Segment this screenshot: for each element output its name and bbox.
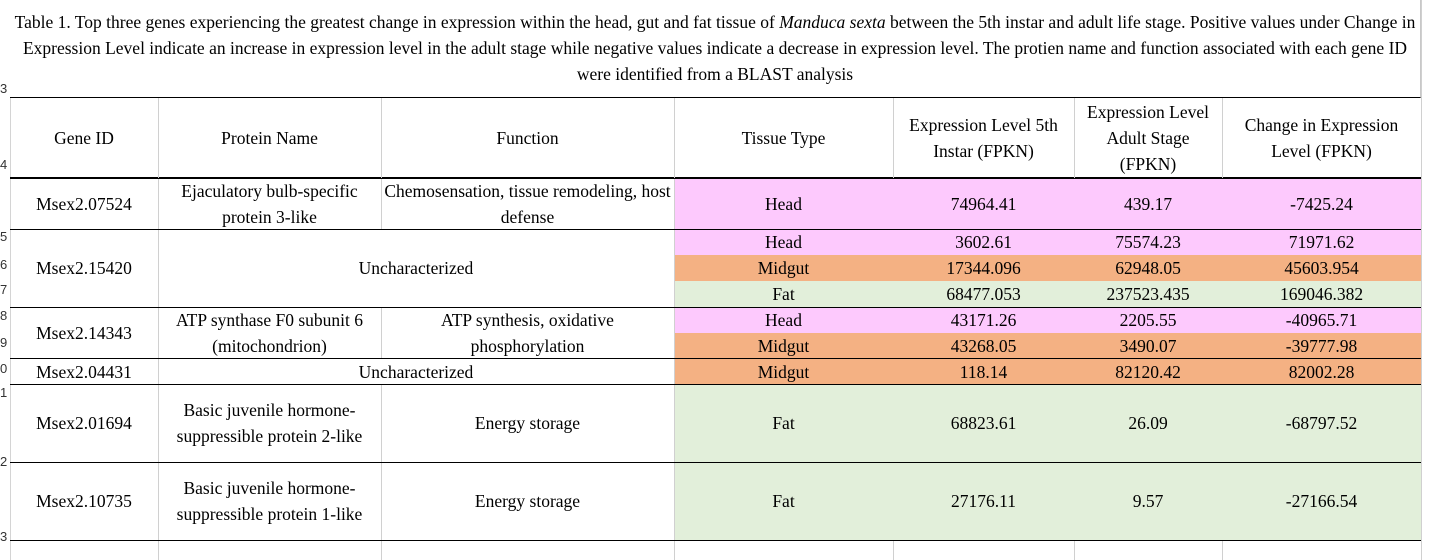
tissue-cell[interactable]: Midgut	[674, 359, 893, 384]
row-marker[interactable]: 6	[0, 258, 8, 272]
caption-text-after: between the 5th instar and adult life st…	[22, 12, 1416, 84]
expr-5th-cell[interactable]: 43268.05	[893, 333, 1074, 359]
expr-adult-cell[interactable]: 439.17	[1074, 178, 1222, 229]
tissue-cell[interactable]: Midgut	[674, 255, 893, 281]
change-cell[interactable]: 169046.382	[1222, 281, 1421, 307]
row-marker[interactable]: 3	[0, 82, 8, 96]
header-function[interactable]: Function	[381, 98, 674, 178]
row-marker[interactable]: 5	[0, 230, 8, 244]
protein-name-cell[interactable]: Basic juvenile hormone-suppressible prot…	[176, 478, 363, 524]
column-divider	[158, 98, 159, 560]
tissue-cell[interactable]: Fat	[674, 462, 893, 540]
expr-adult-cell[interactable]: 62948.05	[1074, 255, 1222, 281]
expr-5th-cell[interactable]: 74964.41	[893, 178, 1074, 229]
row-marker[interactable]: 7	[0, 283, 8, 297]
column-divider	[381, 98, 382, 229]
function-cell[interactable]: Chemosensation, tissue remodeling, host …	[384, 180, 671, 227]
protein-name-cell[interactable]: Ejaculatory bulb-specific protein 3-like	[181, 180, 358, 227]
header-tissue-type[interactable]: Tissue Type	[674, 98, 893, 178]
row-marker[interactable]: 3	[0, 530, 8, 544]
row-marker[interactable]: 9	[0, 336, 8, 350]
change-cell[interactable]: 45603.954	[1222, 255, 1421, 281]
header-gene-id[interactable]: Gene ID	[10, 98, 158, 178]
header-protein-name[interactable]: Protein Name	[158, 98, 381, 178]
change-cell[interactable]: -27166.54	[1222, 462, 1421, 540]
expr-adult-cell[interactable]: 2205.55	[1074, 307, 1222, 333]
change-cell[interactable]: 71971.62	[1222, 229, 1421, 255]
row-border	[10, 178, 1421, 179]
expr-5th-cell[interactable]: 3602.61	[893, 229, 1074, 255]
header-expr-5th[interactable]: Expression Level 5th Instar (FPKN)	[893, 98, 1074, 178]
change-cell[interactable]: -7425.24	[1222, 178, 1421, 229]
column-divider	[1074, 98, 1075, 178]
row-marker[interactable]: 2	[0, 455, 8, 469]
expr-adult-cell[interactable]: 82120.42	[1074, 359, 1222, 384]
protein-name-cell[interactable]: Basic juvenile hormone-suppressible prot…	[176, 400, 363, 446]
function-cell[interactable]: ATP synthesis, oxidative phosphorylation	[441, 310, 614, 356]
tissue-cell[interactable]: Fat	[674, 384, 893, 462]
expr-5th-cell[interactable]: 68823.61	[893, 384, 1074, 462]
change-cell[interactable]: 82002.28	[1222, 359, 1421, 384]
column-divider	[893, 540, 894, 560]
change-cell[interactable]: -68797.52	[1222, 384, 1421, 462]
caption-species: Manduca sexta	[779, 12, 886, 32]
table-caption[interactable]: Table 1. Top three genes experiencing th…	[10, 0, 1421, 98]
expr-adult-cell[interactable]: 26.09	[1074, 384, 1222, 462]
change-cell[interactable]: -40965.71	[1222, 307, 1421, 333]
protein-name-cell[interactable]: Uncharacterized	[358, 258, 474, 278]
row-marker[interactable]: 0	[0, 362, 8, 376]
change-cell[interactable]: -39777.98	[1222, 333, 1421, 359]
row-header-gutter	[0, 0, 11, 560]
row-marker[interactable]: 1	[0, 386, 8, 400]
expr-5th-cell[interactable]: 43171.26	[893, 307, 1074, 333]
gene-id-cell[interactable]: Msex2.14343	[36, 323, 132, 343]
column-divider	[674, 98, 675, 560]
expr-5th-cell[interactable]: 68477.053	[893, 281, 1074, 307]
column-divider	[381, 384, 382, 560]
function-cell[interactable]: Energy storage	[474, 413, 581, 433]
caption-text-before: Table 1. Top three genes experiencing th…	[14, 12, 780, 32]
column-divider	[381, 307, 382, 359]
row-border	[10, 307, 1421, 308]
header-change[interactable]: Change in Expression Level (FPKN)	[1222, 98, 1421, 178]
tissue-cell[interactable]: Head	[674, 307, 893, 333]
column-divider	[1222, 98, 1223, 178]
row-marker[interactable]: 8	[0, 309, 8, 323]
column-divider	[893, 98, 894, 178]
tissue-cell[interactable]: Fat	[674, 281, 893, 307]
row-border	[10, 358, 1421, 359]
expr-5th-cell[interactable]: 17344.096	[893, 255, 1074, 281]
gene-id-cell[interactable]: Msex2.10735	[36, 491, 132, 511]
row-border	[10, 462, 1421, 463]
expr-5th-cell[interactable]: 27176.11	[893, 462, 1074, 540]
expr-5th-cell[interactable]: 118.14	[893, 359, 1074, 384]
gene-id-cell[interactable]: Msex2.07524	[36, 193, 132, 214]
tissue-cell[interactable]: Head	[674, 229, 893, 255]
protein-name-cell[interactable]: ATP synthase F0 subunit 6 (mitochondrion…	[175, 310, 363, 356]
expr-adult-cell[interactable]: 3490.07	[1074, 333, 1222, 359]
expr-adult-cell[interactable]: 9.57	[1074, 462, 1222, 540]
header-expr-adult[interactable]: Expression Level Adult Stage (FPKN)	[1074, 98, 1222, 178]
expr-adult-cell[interactable]: 237523.435	[1074, 281, 1222, 307]
gene-id-cell[interactable]: Msex2.01694	[36, 413, 132, 433]
column-divider	[1074, 540, 1075, 560]
gene-id-cell[interactable]: Msex2.15420	[36, 258, 132, 278]
protein-name-cell[interactable]: Uncharacterized	[358, 361, 474, 382]
column-divider	[1222, 540, 1223, 560]
row-border	[10, 384, 1421, 385]
gene-id-cell[interactable]: Msex2.04431	[36, 361, 132, 382]
tissue-cell[interactable]: Head	[674, 178, 893, 229]
row-border	[10, 229, 1421, 230]
function-cell[interactable]: Energy storage	[474, 491, 581, 511]
expr-adult-cell[interactable]: 75574.23	[1074, 229, 1222, 255]
row-marker[interactable]: 4	[0, 158, 8, 172]
row-border	[10, 540, 1421, 541]
column-divider	[1421, 0, 1422, 560]
tissue-cell[interactable]: Midgut	[674, 333, 893, 359]
